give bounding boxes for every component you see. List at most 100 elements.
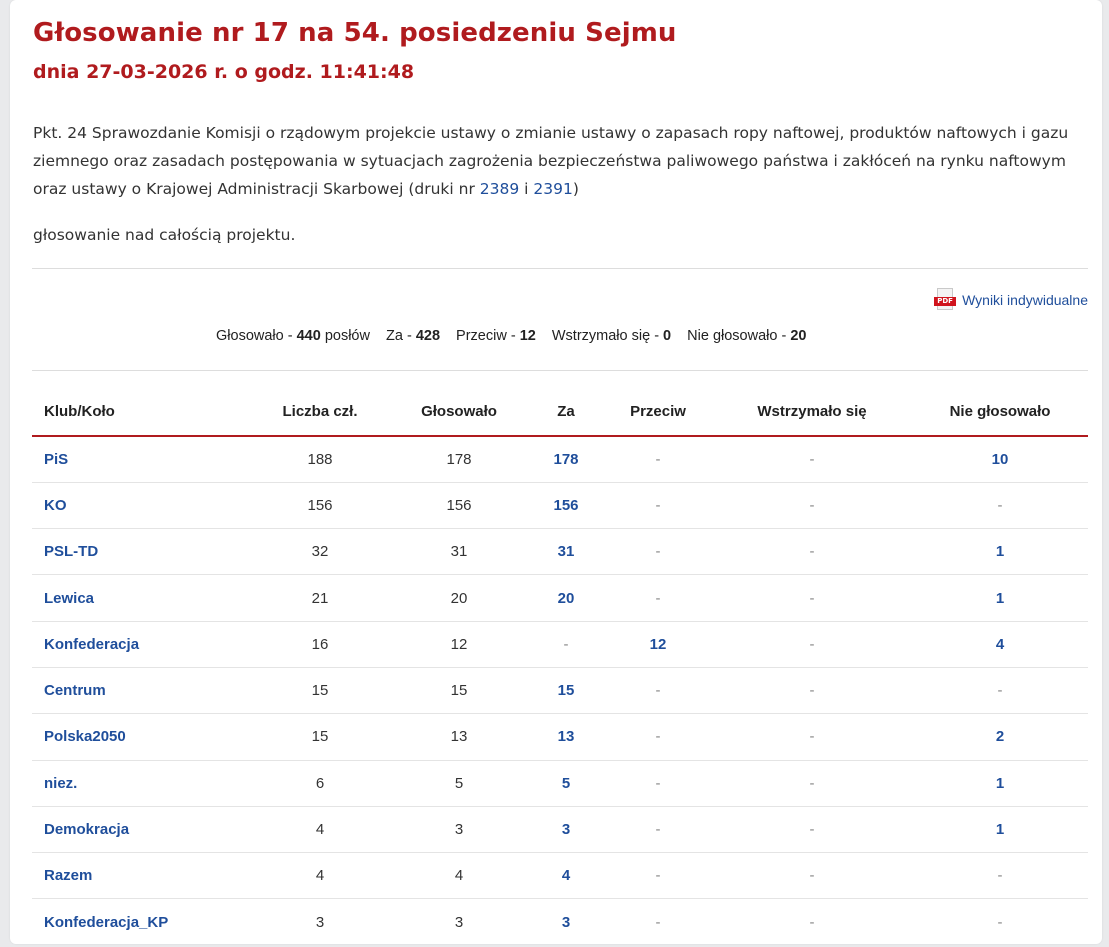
- club-name[interactable]: PSL-TD: [32, 528, 250, 576]
- club-name[interactable]: KO: [32, 482, 250, 530]
- club-name[interactable]: niez.: [32, 760, 250, 807]
- voted-count: 31: [390, 528, 528, 576]
- table-row: KO 156 156 156- - -: [32, 482, 1088, 530]
- voted-count: 12: [390, 621, 528, 668]
- summary-abstain: Wstrzymało się - 0: [551, 328, 672, 344]
- not-voted-count: -: [912, 667, 1088, 715]
- club-name[interactable]: Polska2050: [32, 713, 250, 761]
- not-voted-count[interactable]: 1: [912, 806, 1088, 854]
- abstain-count: -: [712, 667, 912, 715]
- voted-count: 5: [390, 760, 528, 807]
- table-header-row: Klub/Koło Liczba czł. Głosowało Za Przec…: [32, 388, 1088, 437]
- vote-results-card: Głosowanie nr 17 na 54. posiedzeniu Sejm…: [10, 0, 1102, 944]
- against-count: -: [604, 667, 712, 715]
- page-title: Głosowanie nr 17 na 54. posiedzeniu Sejm…: [33, 18, 677, 48]
- abstain-count: -: [712, 852, 912, 900]
- table-row: Konfederacja 16 12-12-4: [32, 621, 1088, 668]
- for-count[interactable]: 5: [528, 760, 604, 807]
- club-name[interactable]: Lewica: [32, 574, 250, 622]
- not-voted-count: -: [912, 482, 1088, 530]
- club-name[interactable]: Centrum: [32, 667, 250, 715]
- for-count[interactable]: 31: [528, 528, 604, 576]
- table-row: Centrum 15 15 15- - -: [32, 667, 1088, 715]
- print-2391-link[interactable]: 2391: [533, 180, 573, 198]
- abstain-count: -: [712, 713, 912, 761]
- for-count[interactable]: 3: [528, 806, 604, 854]
- club-name[interactable]: PiS: [32, 436, 250, 483]
- summary-voted: Głosowało - 440 posłów: [216, 328, 370, 344]
- against-count: -: [604, 806, 712, 854]
- members-count: 4: [250, 806, 390, 854]
- table-row: Konfederacja_KP 3 3 3- - -: [32, 898, 1088, 944]
- abstain-count: -: [712, 482, 912, 530]
- individual-results-label: Wyniki indywidualne: [962, 292, 1088, 308]
- summary-against: Przeciw - 12: [456, 328, 536, 344]
- not-voted-count: -: [912, 852, 1088, 900]
- against-count: -: [604, 898, 712, 944]
- voted-count: 156: [390, 482, 528, 530]
- against-count: -: [604, 482, 712, 530]
- for-count: -: [528, 621, 604, 668]
- club-name[interactable]: Demokracja: [32, 806, 250, 854]
- abstain-count: -: [712, 806, 912, 854]
- club-name[interactable]: Konfederacja: [32, 621, 250, 668]
- not-voted-count[interactable]: 4: [912, 621, 1088, 668]
- against-count: -: [604, 436, 712, 483]
- voted-count: 178: [390, 436, 528, 483]
- members-count: 156: [250, 482, 390, 530]
- members-count: 3: [250, 898, 390, 944]
- voted-count: 20: [390, 574, 528, 622]
- abstain-count: -: [712, 574, 912, 622]
- club-results-table: Klub/Koło Liczba czł. Głosowało Za Przec…: [32, 388, 1088, 944]
- summary-for: Za - 428: [386, 328, 441, 344]
- header-club: Klub/Koło: [32, 388, 250, 437]
- for-count[interactable]: 4: [528, 852, 604, 900]
- header-voted: Głosowało: [390, 388, 528, 437]
- against-count[interactable]: 12: [604, 621, 712, 668]
- voted-count: 15: [390, 667, 528, 715]
- club-name[interactable]: Konfederacja_KP: [32, 898, 250, 944]
- header-for: Za: [528, 388, 604, 437]
- individual-results-link[interactable]: PDF Wyniki indywidualne: [934, 288, 1088, 312]
- pdf-icon: PDF: [934, 288, 957, 312]
- table-row: PSL-TD 32 31 31- -1: [32, 528, 1088, 576]
- header-members: Liczba czł.: [250, 388, 390, 437]
- not-voted-count[interactable]: 1: [912, 574, 1088, 622]
- table-row: Razem 4 4 4- - -: [32, 852, 1088, 900]
- members-count: 16: [250, 621, 390, 668]
- against-count: -: [604, 574, 712, 622]
- for-count[interactable]: 156: [528, 482, 604, 530]
- agenda-item-description: Pkt. 24 Sprawozdanie Komisji o rządowym …: [33, 119, 1083, 203]
- description-text: Pkt. 24 Sprawozdanie Komisji o rządowym …: [33, 124, 1069, 198]
- table-row: PiS 188 178 178- -10: [32, 436, 1088, 483]
- print-2389-link[interactable]: 2389: [479, 180, 520, 198]
- not-voted-count[interactable]: 2: [912, 713, 1088, 761]
- club-name[interactable]: Razem: [32, 852, 250, 900]
- abstain-count: -: [712, 621, 912, 668]
- not-voted-count[interactable]: 1: [912, 760, 1088, 807]
- vote-datetime: dnia 27-03-2026 r. o godz. 11:41:48: [33, 61, 415, 83]
- not-voted-count[interactable]: 1: [912, 528, 1088, 576]
- table-row: niez. 6 5 5- -1: [32, 760, 1088, 807]
- for-count[interactable]: 3: [528, 898, 604, 944]
- for-count[interactable]: 13: [528, 713, 604, 761]
- not-voted-count[interactable]: 10: [912, 436, 1088, 483]
- results-body: PiS 188 178 178- -10 KO 156 156 156- - - PSL-TD 32 31…: [32, 436, 1088, 944]
- divider: [32, 268, 1088, 269]
- members-count: 188: [250, 436, 390, 483]
- not-voted-count: -: [912, 898, 1088, 944]
- against-count: -: [604, 528, 712, 576]
- header-not-voted: Nie głosowało: [912, 388, 1088, 437]
- abstain-count: -: [712, 436, 912, 483]
- table-row: Demokracja 4 3 3- -1: [32, 806, 1088, 854]
- description-connector: i: [519, 180, 534, 198]
- divider: [32, 370, 1088, 371]
- for-count[interactable]: 15: [528, 667, 604, 715]
- for-count[interactable]: 20: [528, 574, 604, 622]
- abstain-count: -: [712, 760, 912, 807]
- for-count[interactable]: 178: [528, 436, 604, 483]
- members-count: 4: [250, 852, 390, 900]
- members-count: 15: [250, 713, 390, 761]
- members-count: 21: [250, 574, 390, 622]
- members-count: 32: [250, 528, 390, 576]
